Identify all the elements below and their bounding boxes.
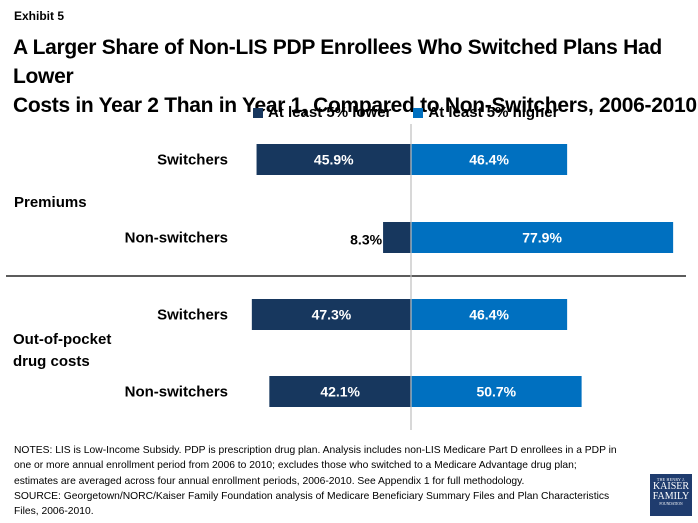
category-label: Non-switchers [125,384,228,401]
legend-label-lower: At least 5% lower [268,104,392,121]
data-label-higher: 46.4% [469,152,509,168]
bar-higher [411,222,674,253]
notes-line-3: estimates are averaged across four annua… [14,475,525,487]
group-label-oop-line-2: drug costs [13,353,90,370]
legend-swatch-lower [253,107,263,118]
logo-line-4: FOUNDATION [659,502,683,506]
chart-title-line-2: Costs in Year 2 Than in Year 1, Compared… [13,94,697,117]
data-label-lower: 47.3% [312,307,352,323]
kff-logo: THE HENRY J. KAISER FAMILY FOUNDATION [650,474,692,516]
logo-line-1: THE HENRY J. [656,477,686,482]
notes: NOTES: LIS is Low-Income Subsidy. PDP is… [14,443,654,519]
bar-higher [411,144,568,175]
data-label-higher: 50.7% [476,384,516,400]
notes-line-2: one or more annual enrollment period fro… [14,460,577,472]
chart-title: A Larger Share of Non-LIS PDP Enrollees … [13,33,698,120]
legend-label-higher: At least 5% higher [428,104,559,121]
bar-lower [383,222,411,253]
data-label-higher: 46.4% [469,307,509,323]
notes-line-1: NOTES: LIS is Low-Income Subsidy. PDP is… [14,445,617,456]
logo-line-2: KAISER [652,481,690,492]
category-label: Switchers [157,152,228,169]
category-label: Non-switchers [125,230,228,247]
exhibit-label: Exhibit 5 [14,9,65,23]
data-label-lower: 42.1% [320,384,360,400]
source-line-1: SOURCE: Georgetown/NORC/Kaiser Family Fo… [14,490,610,502]
bar-higher [411,376,582,407]
bar-higher [411,299,568,330]
group-label-oop-line-1: Out-of-pocket [13,331,111,348]
logo-line-3: FAMILY [652,491,690,502]
data-label-higher: 77.9% [522,230,562,246]
category-label: Switchers [157,307,228,324]
bar-lower [251,299,411,330]
bar-lower [269,376,411,407]
legend-item-lower: At least 5% lower [253,104,391,121]
chart-title-line-1: A Larger Share of Non-LIS PDP Enrollees … [13,36,662,88]
data-label-lower: 45.9% [314,152,354,168]
legend: At least 5% lower At least 5% higher [253,104,558,121]
group-label-premiums: Premiums [14,194,87,211]
legend-swatch-higher [413,107,424,118]
legend-item-higher: At least 5% higher [413,104,558,121]
bar-lower [256,144,411,175]
data-label-lower: 8.3% [350,232,382,248]
source-line-2: Files, 2006-2010. [14,506,94,518]
